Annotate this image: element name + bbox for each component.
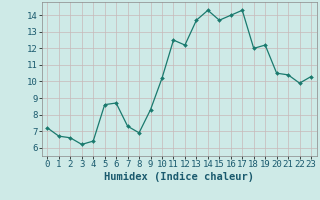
X-axis label: Humidex (Indice chaleur): Humidex (Indice chaleur) [104, 172, 254, 182]
